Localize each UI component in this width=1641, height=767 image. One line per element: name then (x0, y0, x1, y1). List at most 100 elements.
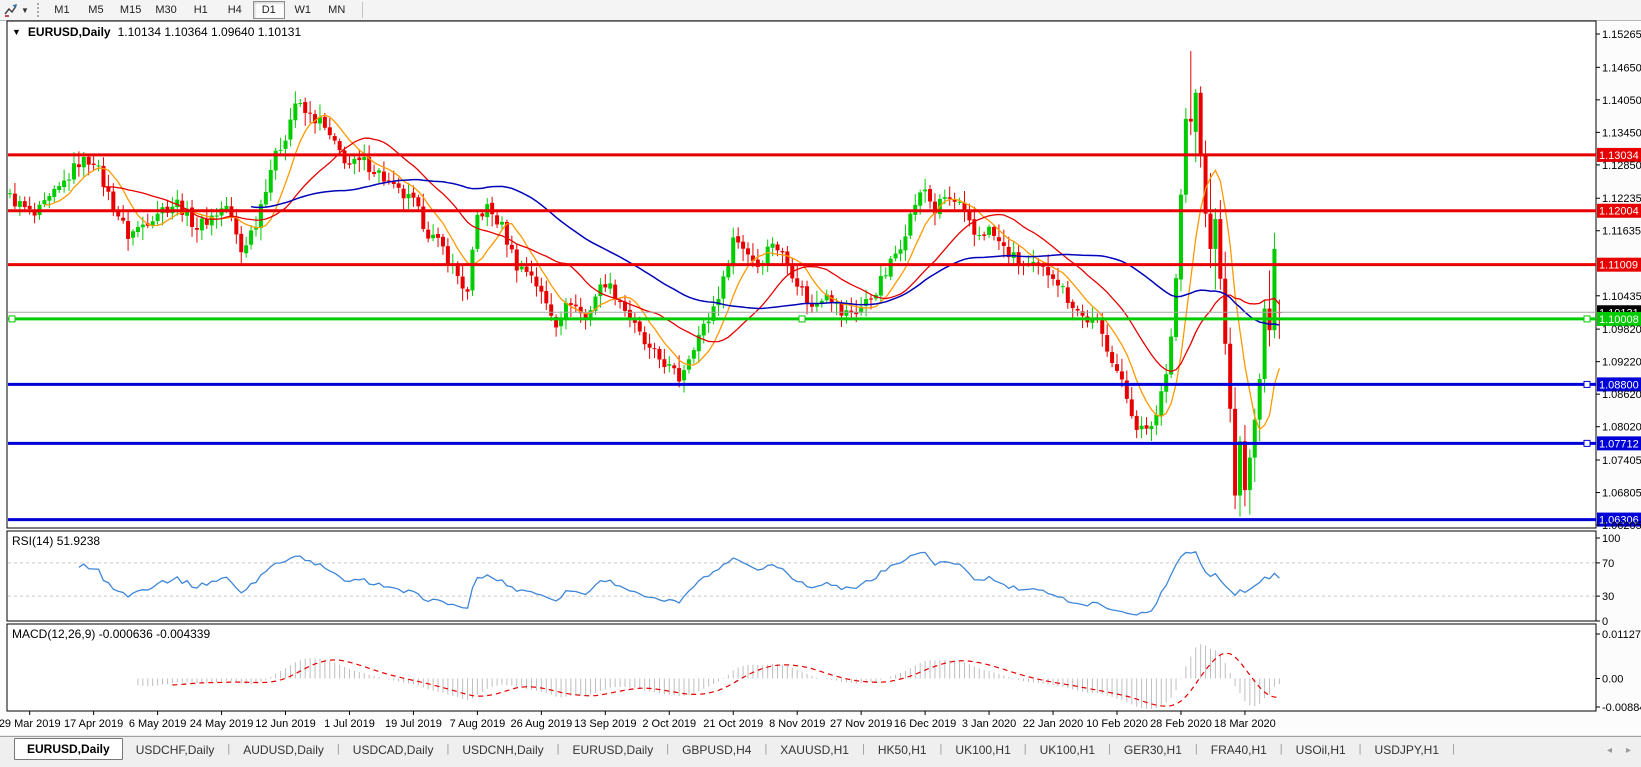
price-axis-tick: 1.15265 (1602, 29, 1641, 41)
date-axis-label: 27 Nov 2019 (830, 718, 892, 730)
tab-scroll-arrows: ◂ ▸ (1607, 745, 1631, 756)
chart-cursor-icon[interactable] (2, 2, 20, 18)
macd-axis-tick: -0.008845 (1602, 702, 1641, 714)
timeframe-button-M15[interactable]: M15 (119, 4, 142, 16)
timeframe-button-H1[interactable]: H1 (193, 4, 208, 16)
price-level-label-box (1597, 203, 1641, 218)
date-axis-label: 10 Feb 2020 (1086, 718, 1148, 730)
price-axis-tick: 1.08620 (1602, 389, 1641, 401)
chart-tab-uk100-h1[interactable]: UK100,H1 (1039, 743, 1096, 757)
tab-separator: | (446, 743, 450, 755)
date-axis-label: 19 Jul 2019 (385, 718, 442, 730)
line-handle (1583, 380, 1591, 388)
chart-ohlc-values: 1.10134 1.10364 1.09640 1.10131 (117, 25, 302, 39)
price-axis-tick: 1.11635 (1602, 226, 1641, 238)
rsi-axis-tick: 0 (1602, 616, 1608, 628)
date-axis-label: 22 Jan 2020 (1023, 718, 1084, 730)
tab-separator: | (1452, 743, 1455, 755)
price-axis-tick: 1.14650 (1602, 62, 1641, 74)
price-level-label: 1.13034 (1599, 150, 1639, 162)
price-axis-tick: 1.09220 (1602, 357, 1641, 369)
triangle-down-icon[interactable]: ▼ (12, 27, 21, 37)
toolbar-separator (361, 2, 363, 18)
date-axis-label: 29 Mar 2019 (0, 718, 61, 730)
date-axis-label: 21 Oct 2019 (703, 718, 763, 730)
macd-name: MACD(12,26,9) (12, 627, 96, 641)
date-axis-label: 26 Aug 2019 (510, 718, 572, 730)
chart-tab-hk50-h1[interactable]: HK50,H1 (877, 743, 927, 757)
tab-separator: | (1358, 743, 1362, 755)
rsi-axis-tick: 100 (1602, 533, 1620, 545)
price-axis-tick: 1.12235 (1602, 193, 1641, 205)
chevron-down-icon[interactable]: ▼ (21, 5, 29, 15)
main-price-panel (8, 51, 1282, 517)
rsi-value: 51.9238 (56, 534, 101, 548)
macd-indicator-label: MACD(12,26,9) -0.000636 -0.004339 (12, 627, 210, 641)
timeframe-button-M5[interactable]: M5 (88, 4, 104, 16)
macd-axis-tick: 0.011277 (1602, 629, 1641, 641)
price-level-label: 1.10008 (1599, 314, 1639, 326)
chart-tab-audusd-daily[interactable]: AUDUSD,Daily (243, 743, 324, 757)
date-axis-label: 13 Sep 2019 (574, 718, 636, 730)
chart-symbol-label: EURUSD,Daily (27, 25, 111, 39)
chart-tab-usdcad-daily[interactable]: USDCAD,Daily (352, 743, 434, 757)
chart-tab-eurusd-daily[interactable]: EURUSD,Daily (14, 738, 123, 760)
tab-separator: | (556, 743, 560, 755)
chart-tab-usoil-h1[interactable]: USOil,H1 (1295, 743, 1346, 757)
price-level-label: 1.07712 (1599, 438, 1639, 450)
tab-separator: | (336, 743, 340, 755)
line-handle (1583, 439, 1591, 447)
timeframe-button-MN[interactable]: MN (328, 4, 346, 16)
rsi-axis-tick: 30 (1602, 591, 1614, 603)
tab-separator: | (1108, 743, 1111, 755)
chart-tab-usdchf-daily[interactable]: USDCHF,Daily (135, 743, 215, 757)
date-axis-label: 8 Nov 2019 (769, 718, 825, 730)
tab-separator: | (1279, 743, 1283, 755)
tabs-scroll-right-icon[interactable]: ▸ (1625, 745, 1631, 756)
timeframe-button-M30[interactable]: M30 (155, 4, 177, 16)
line-handle (798, 315, 806, 323)
timeframe-button-M1[interactable]: M1 (54, 4, 70, 16)
chart-tab-usdcnh-daily[interactable]: USDCNH,Daily (462, 743, 544, 757)
timeframe-button-H4[interactable]: H4 (227, 4, 242, 16)
price-level-label-box (1597, 257, 1641, 272)
price-axis-tick: 1.14050 (1602, 95, 1641, 107)
line-handle (1583, 315, 1591, 323)
timeframe-button-D1[interactable]: D1 (252, 1, 285, 19)
chart-title: ▼ EURUSD,Daily 1.10134 1.10364 1.09640 1… (12, 25, 301, 39)
tab-separator: | (764, 743, 768, 755)
chart-tab-usdjpy-h1[interactable]: USDJPY,H1 (1374, 743, 1440, 757)
price-axis-tick: 1.06205 (1602, 520, 1641, 532)
date-axis-label: 1 Jul 2019 (324, 718, 375, 730)
chart-tab-gbpusd-h4[interactable]: GBPUSD,H4 (682, 743, 752, 757)
chart-tab-xauusd-h1[interactable]: XAUUSD,H1 (780, 743, 849, 757)
toolbar-grip-handle[interactable] (36, 3, 39, 17)
macd-axis-tick: 0.00 (1602, 674, 1623, 686)
chart-tab-eurusd-daily[interactable]: EURUSD,Daily (572, 743, 654, 757)
date-axis-label: 17 Apr 2019 (64, 718, 123, 730)
price-axis-tick: 1.10435 (1602, 291, 1641, 303)
chart-tab-fra40-h1[interactable]: FRA40,H1 (1210, 743, 1267, 757)
tabs-scroll-left-icon[interactable]: ◂ (1606, 745, 1612, 756)
tab-separator: | (227, 743, 231, 755)
price-axis-tick: 1.13450 (1602, 127, 1641, 139)
price-level-label-box (1597, 512, 1641, 527)
timeframe-button-W1[interactable]: W1 (294, 4, 311, 16)
chart-tab-ger30-h1[interactable]: GER30,H1 (1123, 743, 1182, 757)
macd-values: -0.000636 -0.004339 (98, 627, 211, 641)
date-axis-label: 12 Jun 2019 (255, 718, 316, 730)
price-level-label-box (1597, 436, 1641, 451)
tab-separator: | (1194, 743, 1198, 755)
price-axis-tick: 1.06805 (1602, 488, 1641, 500)
price-level-label: 1.06306 (1599, 515, 1639, 527)
price-level-label-box (1597, 147, 1641, 162)
tab-separator: | (666, 743, 670, 755)
chart-tab-bar: EURUSD,Daily USDCHF,Daily | AUDUSD,Daily | US… (0, 736, 1641, 767)
chart-canvas[interactable]: 1.130341.120041.110091.101311.100081.088… (0, 0, 1641, 736)
chart-tab-uk100-h1[interactable]: UK100,H1 (955, 743, 1011, 757)
date-axis-label: 28 Feb 2020 (1150, 718, 1212, 730)
date-axis-label: 2 Oct 2019 (642, 718, 696, 730)
price-level-label-box (1597, 311, 1641, 326)
price-axis-tick: 1.12850 (1602, 160, 1641, 172)
